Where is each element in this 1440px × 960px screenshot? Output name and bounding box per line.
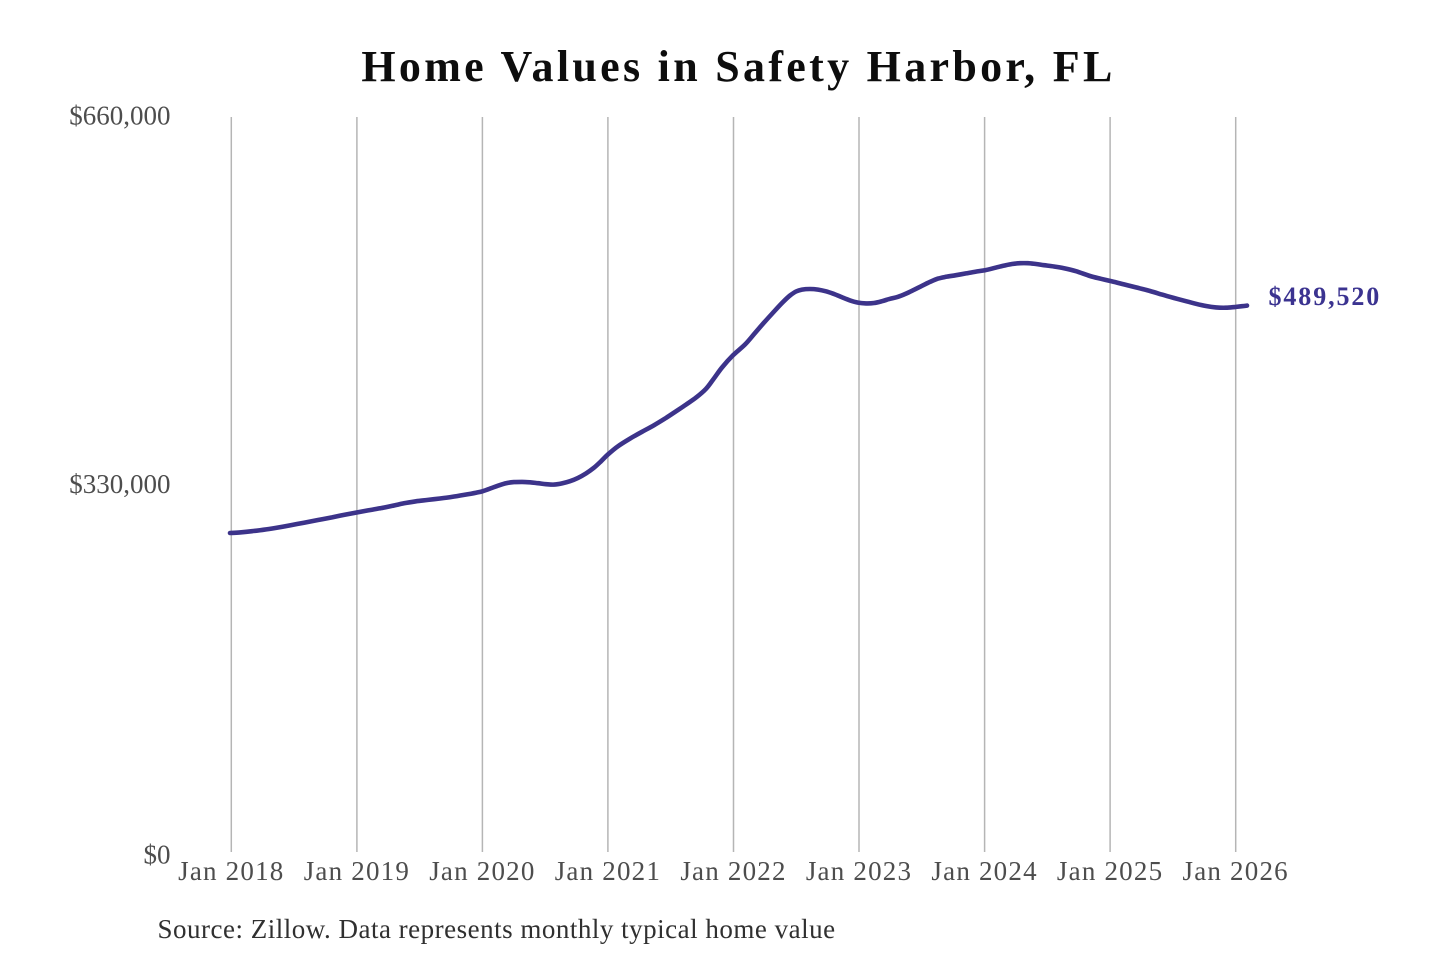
svg-text:Jan 2018: Jan 2018 [178,856,284,886]
svg-text:Home Values in Safety Harbor,: Home Values in Safety Harbor, FL [361,42,1115,91]
svg-text:Jan 2024: Jan 2024 [931,856,1037,886]
svg-text:Jan 2019: Jan 2019 [304,856,410,886]
svg-text:Jan 2022: Jan 2022 [680,856,786,886]
svg-text:$660,000: $660,000 [69,101,170,131]
svg-text:Jan 2026: Jan 2026 [1183,856,1289,886]
svg-text:Jan 2023: Jan 2023 [806,856,912,886]
svg-text:Source: Zillow. Data represent: Source: Zillow. Data represents monthly … [158,914,836,944]
svg-text:Jan 2025: Jan 2025 [1057,856,1163,886]
svg-text:Jan 2020: Jan 2020 [429,856,535,886]
svg-text:$330,000: $330,000 [69,469,170,499]
svg-text:Jan 2021: Jan 2021 [555,856,661,886]
svg-text:$0: $0 [144,840,171,870]
svg-text:$489,520: $489,520 [1269,282,1382,311]
